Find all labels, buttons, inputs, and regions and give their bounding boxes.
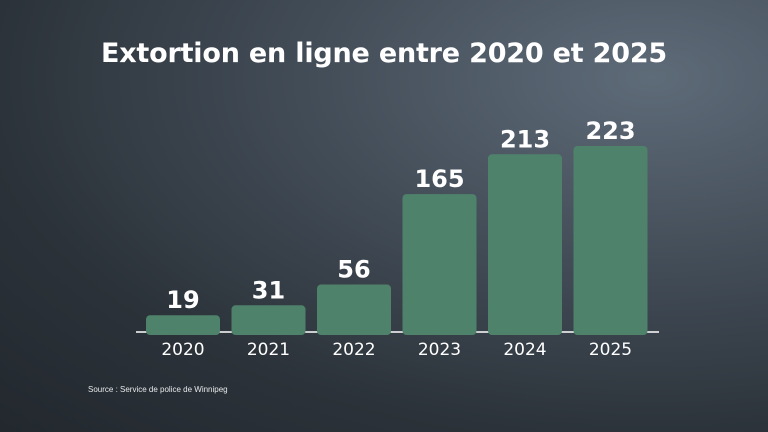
bar-2023 — [402, 194, 477, 335]
bar-2020 — [146, 315, 220, 335]
data-label-2022: 56 — [337, 256, 370, 284]
x-tick-label-2025: 2025 — [589, 340, 632, 360]
data-label-2025: 223 — [585, 117, 635, 145]
x-tick-label-2021: 2021 — [247, 340, 290, 360]
data-label-2024: 213 — [500, 125, 550, 153]
bar-2024 — [488, 154, 562, 335]
x-tick-label-2022: 2022 — [332, 340, 375, 360]
bar-2021 — [231, 305, 306, 335]
bar-2022 — [317, 284, 391, 335]
x-tick-label-2020: 2020 — [161, 340, 204, 360]
data-label-2023: 165 — [414, 165, 464, 193]
x-tick-label-2024: 2024 — [503, 340, 546, 360]
bar-2025 — [573, 146, 648, 335]
x-tick-label-2023: 2023 — [418, 340, 461, 360]
data-label-2020: 19 — [166, 286, 199, 314]
source-note: Source : Service de police de Winnipeg — [88, 385, 228, 394]
data-label-2021: 31 — [252, 276, 285, 304]
chart-title: Extortion en ligne entre 2020 et 2025 — [100, 38, 668, 69]
